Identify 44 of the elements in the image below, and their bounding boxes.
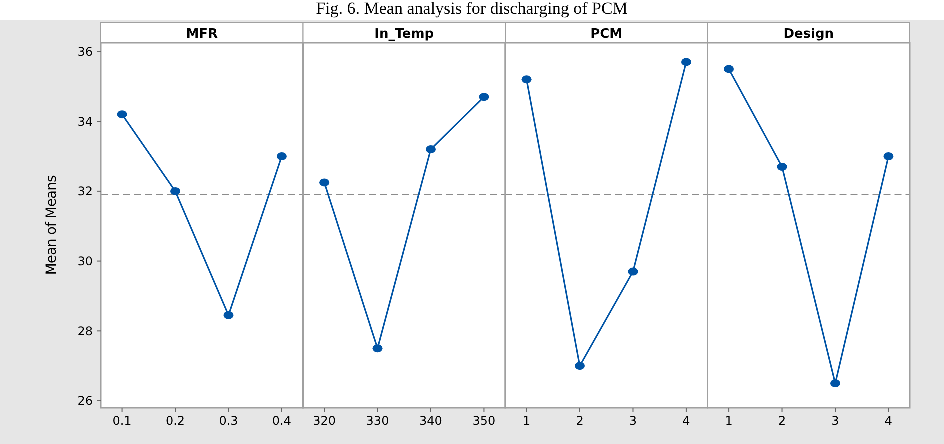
y-tick-label: 32 bbox=[78, 184, 93, 199]
point bbox=[320, 178, 330, 187]
y-tick-label: 30 bbox=[78, 254, 93, 268]
point bbox=[884, 152, 894, 161]
x-tick-label: 1 bbox=[522, 414, 531, 428]
point bbox=[426, 146, 436, 154]
y-tick-label: 28 bbox=[78, 324, 93, 338]
point bbox=[830, 380, 840, 388]
caption: Fig. 6. Mean analysis for discharging of PCM bbox=[316, 0, 628, 18]
x-tick-label: 4 bbox=[884, 414, 893, 428]
x-tick-label: 3 bbox=[629, 414, 638, 428]
x-tick-label: 0.1 bbox=[112, 414, 132, 428]
chart-title: MFR bbox=[186, 27, 218, 42]
point bbox=[276, 152, 287, 161]
x-tick-label: 2 bbox=[576, 414, 584, 428]
x-tick-label: 340 bbox=[420, 414, 442, 428]
x-tick-label: 4 bbox=[682, 414, 690, 428]
y-tick-label: 36 bbox=[78, 44, 93, 59]
x-tick-label: 320 bbox=[313, 414, 336, 428]
x-tick-label: 2 bbox=[778, 414, 786, 428]
x-tick-label: 3 bbox=[832, 414, 840, 428]
point bbox=[224, 311, 234, 320]
point bbox=[575, 362, 586, 370]
point bbox=[372, 344, 383, 353]
point bbox=[479, 93, 490, 102]
point bbox=[681, 58, 692, 66]
x-tick-label: 1 bbox=[725, 414, 733, 428]
y-tick-label: 34 bbox=[78, 114, 93, 129]
x-tick-label: 0.3 bbox=[219, 414, 238, 428]
x-tick-label: 0.4 bbox=[272, 414, 292, 428]
chart-title: PCM bbox=[590, 27, 623, 42]
y-tick-label: 26 bbox=[78, 394, 93, 408]
y-axis-title: Mean of Means bbox=[44, 176, 60, 276]
x-tick-label: 330 bbox=[366, 414, 390, 428]
point bbox=[170, 187, 181, 196]
point bbox=[522, 76, 532, 84]
x-tick-label: 0.2 bbox=[166, 414, 186, 428]
point bbox=[628, 268, 638, 276]
chart-title: Design bbox=[784, 27, 834, 42]
point bbox=[117, 110, 128, 119]
chart-title: In_Temp bbox=[374, 27, 434, 42]
point bbox=[724, 65, 734, 74]
point bbox=[777, 162, 788, 171]
x-tick-label: 350 bbox=[472, 414, 496, 428]
